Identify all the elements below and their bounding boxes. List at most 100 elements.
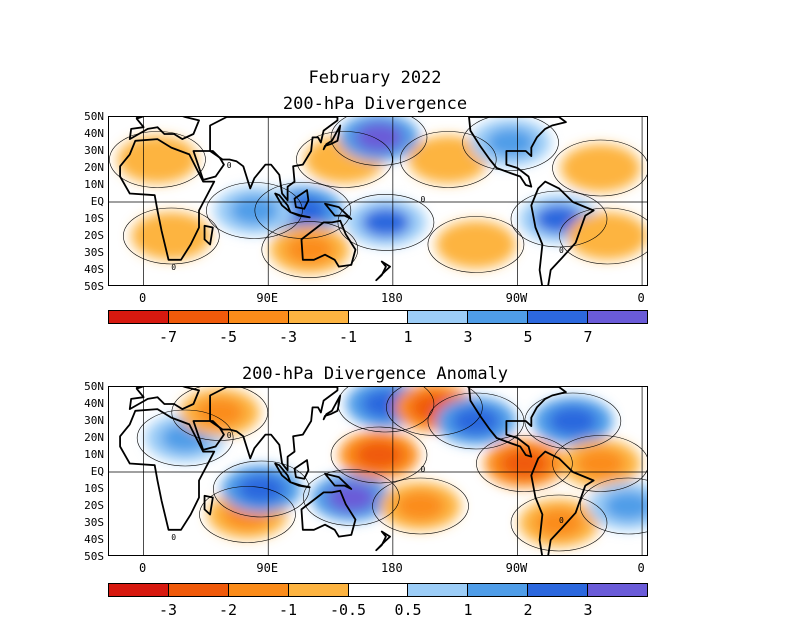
lat-tick-label: 50N <box>84 110 104 123</box>
lat-tick-label: 20N <box>84 431 104 444</box>
lat-tick-label: 10S <box>84 482 104 495</box>
lon-tick-label: 90E <box>256 561 279 575</box>
lon-tick-label: 90W <box>505 561 528 575</box>
colorbar-tick-label: 3 <box>583 601 593 619</box>
anomaly-colorbar <box>108 583 648 597</box>
zero-contour <box>109 131 206 188</box>
colorbar-swatch <box>288 584 349 596</box>
coastline <box>530 180 595 285</box>
map-canvas: 0 0 0 0 <box>109 387 647 555</box>
zero-contour <box>510 190 608 248</box>
contour-label: 0 <box>227 161 232 170</box>
coastline <box>322 394 342 421</box>
coastline <box>192 150 225 181</box>
lat-tick-label: EQ <box>90 195 104 208</box>
lat-tick-label: EQ <box>90 465 104 478</box>
colorbar-swatch <box>528 311 589 323</box>
contour-label: 0 <box>559 516 564 525</box>
figure-title: February 2022 <box>308 68 442 88</box>
field-nw-pacific-conv-core <box>355 440 403 470</box>
field-e-pacific-conv-core <box>424 145 473 174</box>
lon-tick-label: 0 <box>138 291 147 305</box>
lat-tick-label: 50N <box>84 380 104 393</box>
coastline <box>468 117 567 188</box>
zero-contour <box>427 216 525 273</box>
zero-contour <box>552 139 647 197</box>
contour-label: 0 <box>421 465 426 474</box>
field-maritime-div-core <box>237 474 286 504</box>
contour-label: 0 <box>559 246 564 255</box>
lat-tick-label: 50S <box>84 550 104 563</box>
zero-contour <box>462 117 559 171</box>
zero-contour <box>123 207 220 265</box>
zero-contour <box>330 426 428 484</box>
coastline <box>322 124 342 151</box>
coastline <box>209 387 339 472</box>
colorbar-tick-label: 5 <box>523 328 533 346</box>
coastline <box>375 530 391 552</box>
colorbar-swatch <box>109 584 169 596</box>
field-s-pacific-conv-core <box>451 230 500 259</box>
colorbar-swatch <box>168 311 229 323</box>
lat-tick-label: 40S <box>84 533 104 546</box>
coastline <box>289 211 311 219</box>
lat-tick-label: 30S <box>84 516 104 529</box>
contour-label: 0 <box>171 533 176 542</box>
field-layer <box>145 387 647 547</box>
divergence-map: 0 0 0 0 <box>108 116 648 286</box>
colorbar-swatch <box>348 584 409 596</box>
lat-tick-label: 50S <box>84 280 104 293</box>
field-n-pacific-div-core <box>355 123 403 152</box>
coastline <box>289 481 311 489</box>
zero-contour <box>213 460 310 518</box>
coastline <box>300 489 357 538</box>
map-canvas: 0 0 0 0 <box>109 117 647 285</box>
field-arabia-conv-core <box>195 398 244 427</box>
colorbar-swatch <box>348 311 409 323</box>
zero-contour <box>559 207 647 265</box>
colorbar-swatch <box>228 311 289 323</box>
lat-tick-label: 30N <box>84 414 104 427</box>
colorbar-swatch <box>408 584 469 596</box>
colorbar-tick-label: 0.5 <box>394 601 422 619</box>
coastline <box>209 117 339 202</box>
colorbar-tick-label: 3 <box>463 328 473 346</box>
colorbar-swatch <box>288 311 349 323</box>
coastline <box>203 224 214 246</box>
field-c-pacific-conv-core <box>396 491 445 521</box>
colorbar-tick-label: -5 <box>218 328 238 346</box>
field-n-america-div-core <box>486 128 535 157</box>
zero-contour <box>261 221 359 278</box>
zero-contour <box>206 182 303 239</box>
zero-contour <box>303 469 400 526</box>
panel-2-title: 200-hPa Divergence Anomaly <box>241 364 509 384</box>
colorbar-tick-label: 1 <box>463 601 473 619</box>
field-s-atlantic-div-core <box>604 491 647 521</box>
lat-tick-label: 20S <box>84 499 104 512</box>
coastline <box>293 189 310 210</box>
field-spcz-div-core <box>361 208 410 237</box>
colorbar-tick-label: -2 <box>218 601 238 619</box>
coastline <box>119 408 216 531</box>
lat-tick-label: 40S <box>84 263 104 276</box>
lat-tick-label: 30N <box>84 144 104 157</box>
zero-contour <box>552 435 647 492</box>
zero-contour <box>476 435 573 492</box>
zero-contour <box>372 477 469 535</box>
coastline <box>468 387 567 458</box>
field-panama-conv-core <box>500 449 549 478</box>
lon-tick-label: 0 <box>637 291 645 305</box>
zero-contour <box>579 477 647 535</box>
coastline <box>274 462 292 484</box>
coastline <box>128 117 200 141</box>
lat-tick-label: 40N <box>84 127 104 140</box>
contour-label: 0 <box>171 263 176 272</box>
panel-1-title: 200-hPa Divergence <box>282 94 468 114</box>
colorbar-swatch <box>468 584 529 596</box>
colorbar-tick-label: -1 <box>338 328 358 346</box>
colorbar-swatch <box>109 311 169 323</box>
field-indian-ocean-div-core <box>230 196 279 225</box>
lat-tick-label: 30S <box>84 246 104 259</box>
field-australia-div-core <box>327 483 376 512</box>
field-atlantic-conv-core <box>576 153 625 183</box>
